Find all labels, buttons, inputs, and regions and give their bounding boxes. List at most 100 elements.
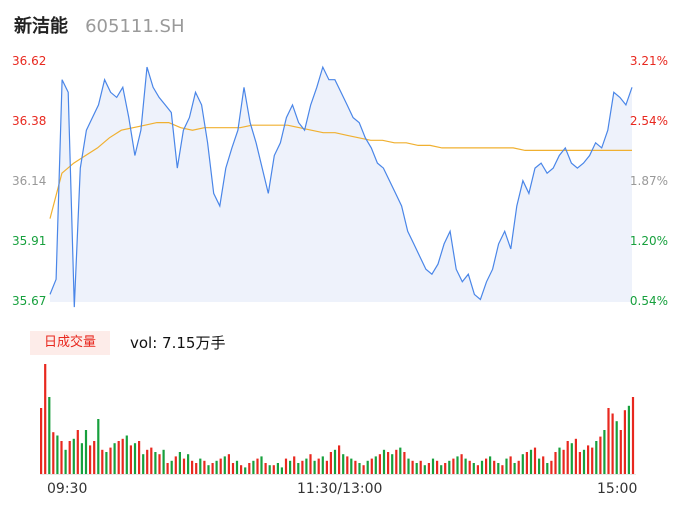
volume-bar [582,449,586,474]
volume-bar [591,447,594,474]
volume-bar [358,463,361,474]
pct-tick-5: 0.54% [629,294,668,308]
volume-bar [464,458,467,474]
volume-bar [178,452,181,474]
volume-bar [309,454,312,474]
volume-bar [411,460,414,474]
volume-bar [550,460,553,474]
volume-bar [472,463,475,474]
volume-bar [207,465,210,474]
volume-bar [293,456,296,474]
volume-bar [468,460,471,474]
volume-bar [374,456,377,474]
volume-bar [427,463,430,474]
volume-bar [166,463,169,474]
time-label-close: 15:00 [597,481,638,497]
volume-bar [244,467,247,474]
volume-bar [419,460,422,474]
volume-bar [485,458,488,474]
volume-bar [546,463,549,474]
volume-bar [452,458,455,474]
pct-tick-4: 1.20% [629,234,668,248]
volume-bar [40,408,43,474]
volume-bar [338,445,341,474]
volume-bar [431,458,435,474]
volume-bar [133,443,137,474]
price-tick-3: 36.14 [12,174,47,188]
volume-bar [48,397,51,474]
volume-bar [521,454,524,474]
volume-bar [162,449,165,474]
volume-bar [480,460,484,474]
volume-bar [615,421,618,474]
volume-bar [423,465,426,474]
stock-header: 新洁能 605111.SH [14,12,185,40]
stock-code: 605111.SH [85,16,185,37]
volume-bar [329,452,332,474]
price-tick-2: 36.38 [12,114,47,128]
price-tick-4: 35.91 [12,234,47,248]
pct-tick-3: 1.87% [629,174,668,188]
volume-bar [366,460,369,474]
volume-bar [199,458,202,474]
volume-bar [97,419,100,474]
volume-bar [317,458,320,474]
volume-bar [333,449,337,474]
volume-bar [235,460,239,474]
volume-bar [403,452,406,474]
volume-bar [415,463,418,474]
volume-bar [509,456,512,474]
volume-bar [276,463,279,474]
volume-bar [195,463,198,474]
volume-bar [623,410,626,474]
volume-bar [391,454,394,474]
volume-bar [542,456,545,474]
volume-bar [109,447,112,474]
time-label-mid: 11:30/13:00 [297,481,383,497]
volume-bar [56,435,59,474]
volume-bar [191,460,194,474]
volume-bar [456,456,459,474]
time-label-open: 09:30 [47,481,88,497]
volume-bar [325,460,328,474]
volume-bar [607,408,610,474]
volume-bar [231,463,235,474]
volume-bar [129,445,132,474]
volume-bar [174,456,177,474]
volume-bar [264,463,267,474]
volume-bar [72,438,75,474]
volume-bar [554,452,557,474]
volume-bar [570,443,573,474]
volume-bar [448,460,451,474]
volume-bar [513,463,516,474]
volume-bar [378,454,381,474]
volume-badge[interactable]: 日成交量 [30,331,110,355]
volume-bar [89,445,92,474]
volume-bar [203,460,206,474]
volume-bar [444,463,447,474]
volume-bar [346,456,349,474]
volume-bar [252,460,255,474]
volume-bar [313,460,316,474]
volume-bar [587,445,590,474]
volume-bar [436,460,439,474]
volume-bar [76,430,79,474]
volume-bar [93,441,96,474]
volume-bar [272,465,275,474]
volume-bar [533,447,537,474]
volume-text: vol: 7.15万手 [130,334,226,352]
volume-bar [52,432,55,474]
volume-bar [280,467,283,474]
volume-bar [105,452,108,474]
pct-tick-1: 3.21% [629,54,668,68]
price-tick-5: 35.67 [12,294,47,308]
volume-bar [211,463,214,474]
average-price-line [49,122,632,219]
volume-bar [370,458,373,474]
volume-bar [248,463,251,474]
volume-bar [558,447,561,474]
volume-bar [117,441,120,474]
volume-bar [60,441,63,474]
volume-bar [142,454,145,474]
volume-bar [182,458,186,474]
